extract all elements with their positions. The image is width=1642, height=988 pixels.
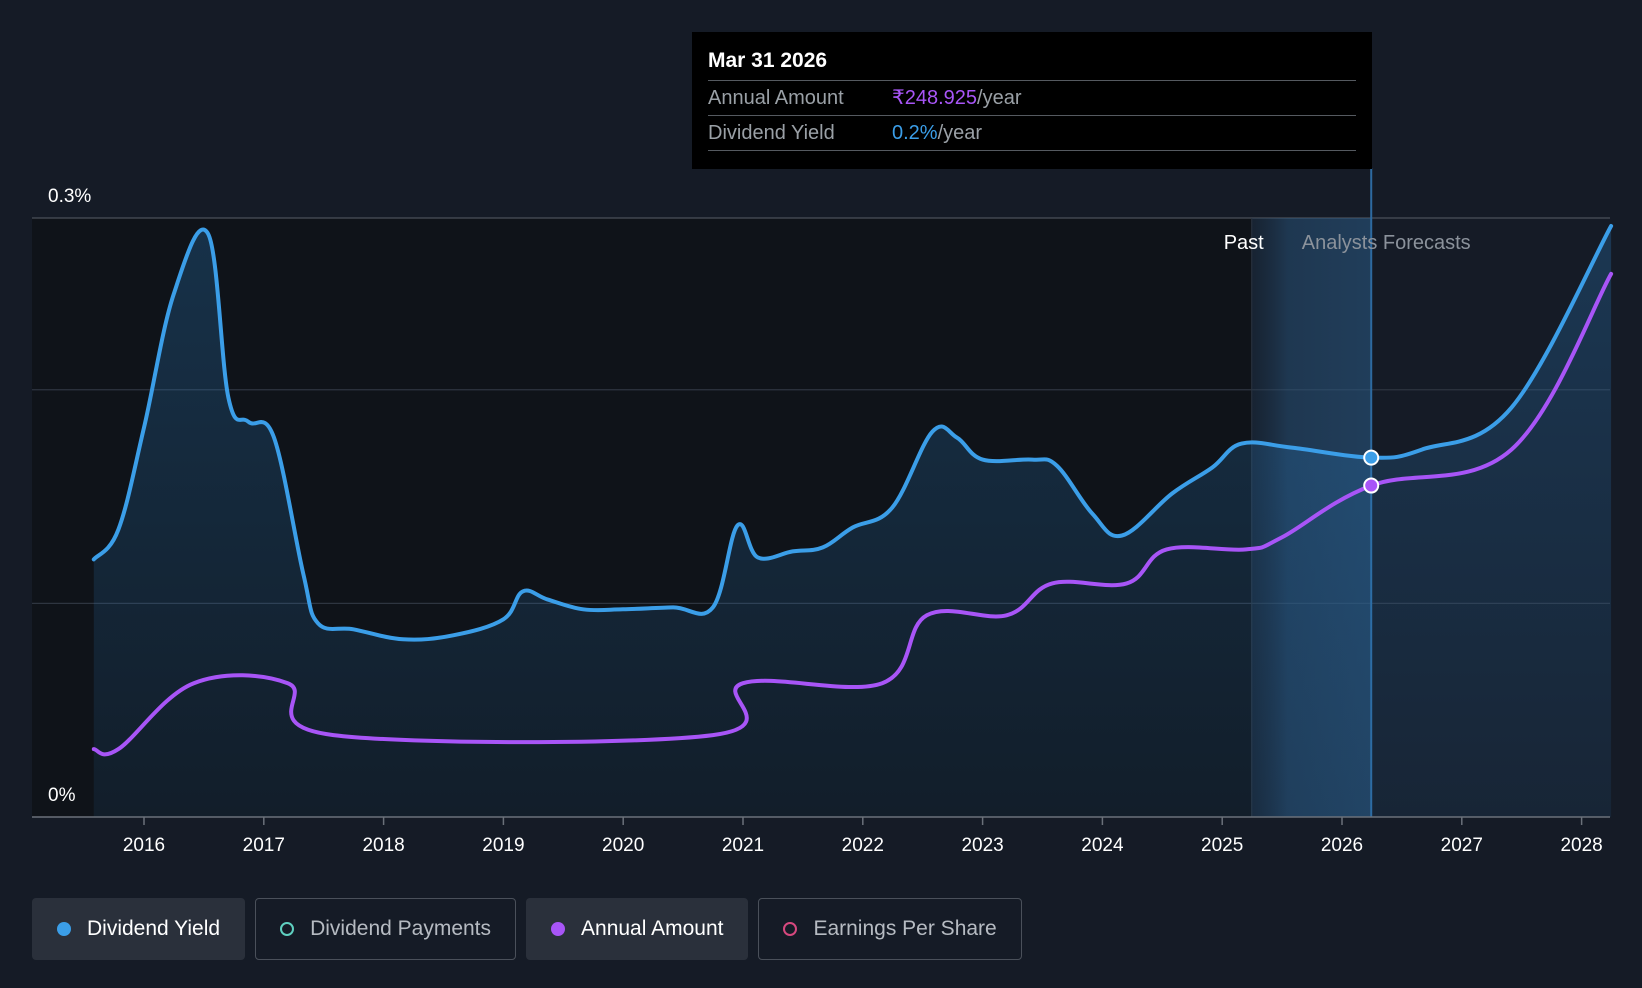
x-axis-ticks: 2016 2017 2018 2019 2020 2021 2022 2023 2024 2025… — [123, 817, 1603, 856]
legend-label: Annual Amount — [581, 917, 724, 940]
tooltip-annual-amount-unit: /year — [977, 87, 1022, 109]
x-tick-label: 2016 — [123, 835, 165, 856]
tooltip-annual-amount-label: Annual Amount — [708, 87, 844, 109]
yield-highlight-point[interactable] — [1363, 449, 1380, 466]
x-tick-label: 2018 — [362, 835, 404, 856]
legend-item-dividend-yield[interactable]: Dividend Yield — [32, 898, 246, 960]
legend: Dividend Yield Dividend Payments Annual … — [32, 898, 1022, 960]
series-line-annual-amount[interactable] — [91, 271, 1614, 757]
dividend-yield-area — [93, 226, 1612, 817]
legend-label: Dividend Yield — [87, 917, 221, 940]
legend-label: Dividend Payments — [310, 917, 492, 940]
tooltip-row-dividend-yield: Dividend Yield 0.2%/year — [708, 115, 1356, 151]
legend-dot-icon — [57, 922, 71, 936]
tooltip-dividend-yield-value: 0.2% — [892, 122, 938, 144]
y-label-bottom: 0% — [48, 785, 76, 806]
tooltip-date: Mar 31 2026 — [708, 49, 828, 72]
legend-item-earnings-per-share[interactable]: Earnings Per Share — [758, 898, 1022, 960]
x-tick-label: 2019 — [482, 835, 524, 856]
x-tick-label: 2025 — [1201, 835, 1243, 856]
x-tick-label: 2022 — [842, 835, 884, 856]
legend-dot-icon — [551, 922, 566, 936]
legend-item-dividend-payments[interactable]: Dividend Payments — [255, 898, 517, 960]
y-label-top: 0.3% — [48, 186, 91, 207]
x-tick-label: 2017 — [243, 835, 285, 856]
forecast-label: Analysts Forecasts — [1302, 232, 1471, 254]
legend-ring-icon — [783, 922, 798, 936]
amount-highlight-point[interactable] — [1363, 477, 1380, 494]
x-tick-label: 2028 — [1560, 835, 1602, 856]
x-tick-label: 2026 — [1321, 835, 1363, 856]
x-tick-label: 2021 — [722, 835, 764, 856]
tooltip-annual-amount-value: ₹248.925 — [892, 87, 978, 109]
legend-item-annual-amount[interactable]: Annual Amount — [526, 898, 749, 960]
x-tick-label: 2024 — [1081, 835, 1124, 856]
legend-label: Earnings Per Share — [813, 917, 997, 940]
tooltip-row-annual-amount: Annual Amount ₹248.925/year — [708, 80, 1356, 115]
tooltip: Mar 31 2026 Annual Amount ₹248.925/year … — [692, 32, 1372, 169]
legend-ring-icon — [280, 922, 295, 936]
tooltip-dividend-yield-label: Dividend Yield — [708, 122, 835, 144]
x-tick-label: 2023 — [961, 835, 1003, 856]
tooltip-dividend-yield-unit: /year — [937, 122, 983, 144]
x-tick-label: 2027 — [1441, 835, 1483, 856]
x-tick-label: 2020 — [602, 835, 644, 856]
series-line-dividend-yield[interactable] — [91, 224, 1614, 642]
past-label: Past — [1224, 232, 1264, 254]
